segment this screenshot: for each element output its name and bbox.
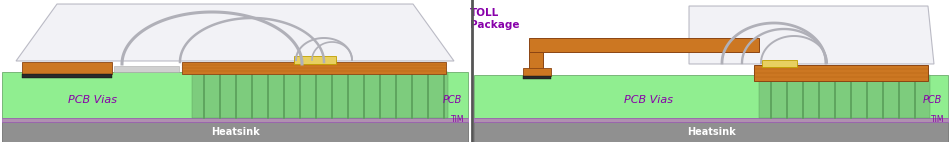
Bar [22, 74, 112, 78]
Text: TOLL
Package: TOLL Package [470, 8, 520, 30]
Bar [523, 76, 551, 79]
Polygon shape [16, 4, 454, 61]
Bar [474, 75, 948, 118]
Text: PCB Vias: PCB Vias [67, 95, 117, 105]
Text: PCB: PCB [922, 95, 942, 105]
Bar [2, 122, 468, 142]
Bar [759, 75, 930, 118]
Bar [474, 118, 948, 122]
Bar [2, 118, 468, 122]
Text: PCB Vias: PCB Vias [624, 95, 674, 105]
Bar [182, 62, 446, 74]
Text: TIM: TIM [450, 115, 464, 125]
Bar [523, 68, 551, 76]
Bar [529, 38, 759, 52]
Bar [474, 122, 948, 142]
Text: Heatsink: Heatsink [211, 127, 259, 137]
Bar [22, 62, 112, 74]
Text: TIM: TIM [930, 115, 944, 125]
Polygon shape [689, 6, 934, 64]
Bar [762, 60, 797, 67]
Text: Heatsink: Heatsink [687, 127, 735, 137]
Bar [754, 65, 928, 81]
Bar [294, 56, 336, 64]
Bar [529, 52, 543, 73]
Bar [192, 72, 448, 118]
Bar [114, 66, 179, 72]
Bar [2, 72, 468, 118]
Text: PCB: PCB [443, 95, 462, 105]
